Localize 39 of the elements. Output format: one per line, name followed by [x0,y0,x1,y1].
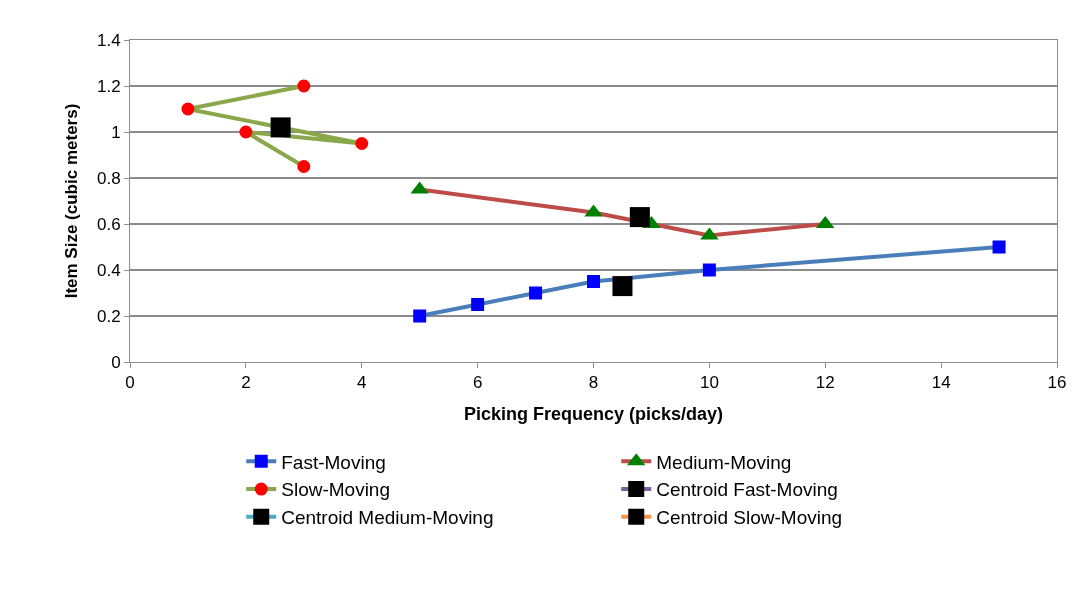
y-axis-title: Item Size (cubic meters) [61,103,81,299]
x-tick-label: 16 [1047,373,1067,393]
legend-label: Medium-Moving [656,451,792,473]
legend-label: Slow-Moving [281,479,391,501]
x-tick-label: 0 [125,373,135,393]
x-tick-label: 4 [357,373,367,393]
y-tick-label: 0 [111,352,121,372]
legend-label: Centroid Slow-Moving [656,507,843,529]
y-tick-label: 0.4 [96,260,121,280]
point [181,102,195,116]
point [239,125,253,139]
x-tick-label: 10 [699,373,719,393]
legend-label: Centroid Fast-Moving [656,479,838,501]
x-tick-label: 14 [931,373,951,393]
y-tick-label: 1.2 [96,76,121,96]
point [587,275,600,288]
point [270,117,291,138]
point [702,263,716,277]
x-tick-label: 6 [472,373,483,393]
point [297,160,311,173]
y-tick-label: 0.8 [96,168,121,188]
x-tick-label: 12 [815,373,835,393]
y-tick-label: 1 [111,122,121,142]
point [529,286,543,300]
y-tick-label: 0.2 [96,306,121,326]
point [471,298,485,311]
y-tick-label: 0.6 [96,214,121,234]
point [612,276,633,297]
legend-label: Centroid Medium-Moving [281,507,494,529]
point [629,207,650,228]
x-tick-label: 2 [241,373,251,393]
point [992,240,1006,254]
x-tick-label: 8 [588,373,599,393]
y-tick-label: 1.4 [96,30,121,50]
point [297,79,311,93]
point [355,137,369,150]
point [413,309,427,323]
x-axis-title: Picking Frequency (picks/day) [463,403,724,424]
legend-label: Fast-Moving [281,451,386,473]
